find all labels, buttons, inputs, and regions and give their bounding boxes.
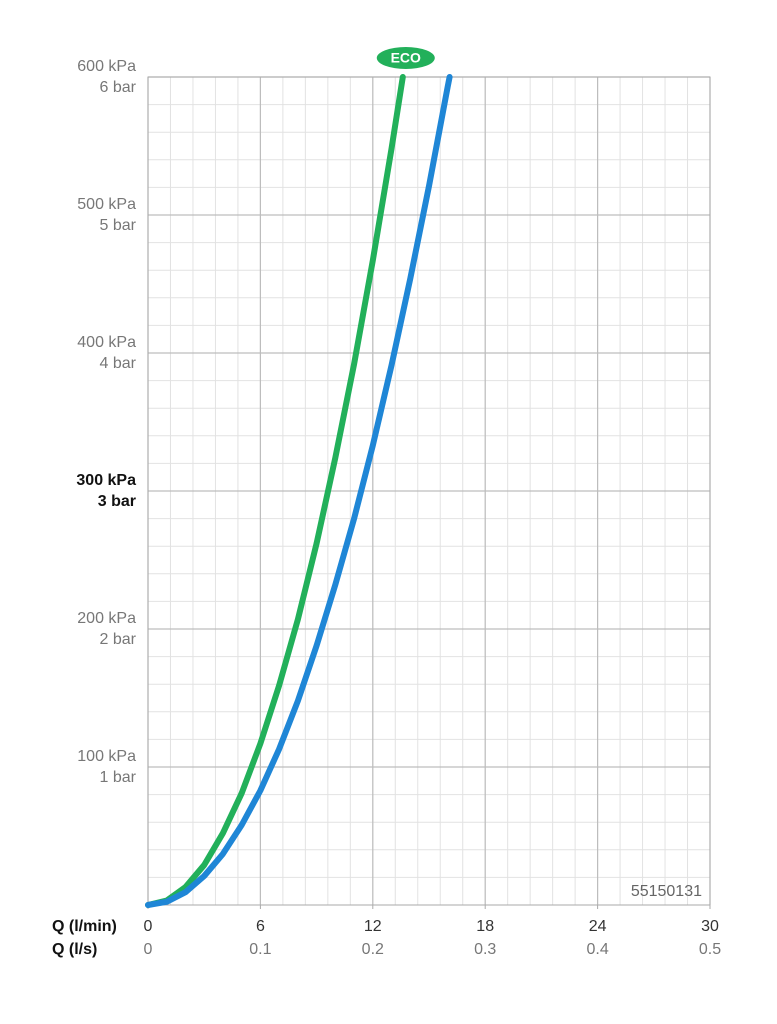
x2-tick-label: 0.3 bbox=[474, 941, 496, 958]
x-tick-label: 0 bbox=[144, 918, 153, 935]
annotation: 55150131 bbox=[631, 883, 702, 900]
x-tick-label: 6 bbox=[256, 918, 265, 935]
y-tick-sublabel: 2 bar bbox=[100, 631, 137, 648]
x-tick-label: 18 bbox=[476, 918, 494, 935]
x-axis-label: Q (l/min) bbox=[52, 918, 117, 935]
x-tick-label: 12 bbox=[364, 918, 382, 935]
legend-badge bbox=[376, 47, 435, 69]
y-tick-sublabel: 4 bar bbox=[100, 355, 137, 372]
x2-tick-label: 0.1 bbox=[249, 941, 271, 958]
y-tick-label: 600 kPa bbox=[77, 58, 136, 75]
y-tick-sublabel: 1 bar bbox=[100, 769, 137, 786]
y-tick-sublabel: 5 bar bbox=[100, 217, 137, 234]
y-tick-sublabel: 6 bar bbox=[100, 79, 137, 96]
x2-tick-label: 0.5 bbox=[699, 941, 721, 958]
y-tick-label: 500 kPa bbox=[77, 196, 136, 213]
y-tick-sublabel: 3 bar bbox=[98, 493, 136, 510]
legend-label: ECO bbox=[391, 50, 421, 66]
y-tick-label: 100 kPa bbox=[77, 748, 136, 765]
x-tick-label: 30 bbox=[701, 918, 719, 935]
y-tick-label: 200 kPa bbox=[77, 610, 136, 627]
series-line bbox=[145, 74, 453, 908]
y-tick-label: 300 kPa bbox=[76, 472, 136, 489]
x2-tick-label: 0.4 bbox=[586, 941, 608, 958]
grid bbox=[147, 76, 711, 906]
x2-axis-label: Q (l/s) bbox=[52, 941, 97, 958]
y-tick-label: 400 kPa bbox=[77, 334, 136, 351]
x2-tick-label: 0.2 bbox=[362, 941, 384, 958]
series-line bbox=[145, 74, 406, 908]
x2-tick-label: 0 bbox=[144, 941, 153, 958]
x-tick-label: 24 bbox=[589, 918, 607, 935]
plot-frame bbox=[147, 76, 711, 906]
